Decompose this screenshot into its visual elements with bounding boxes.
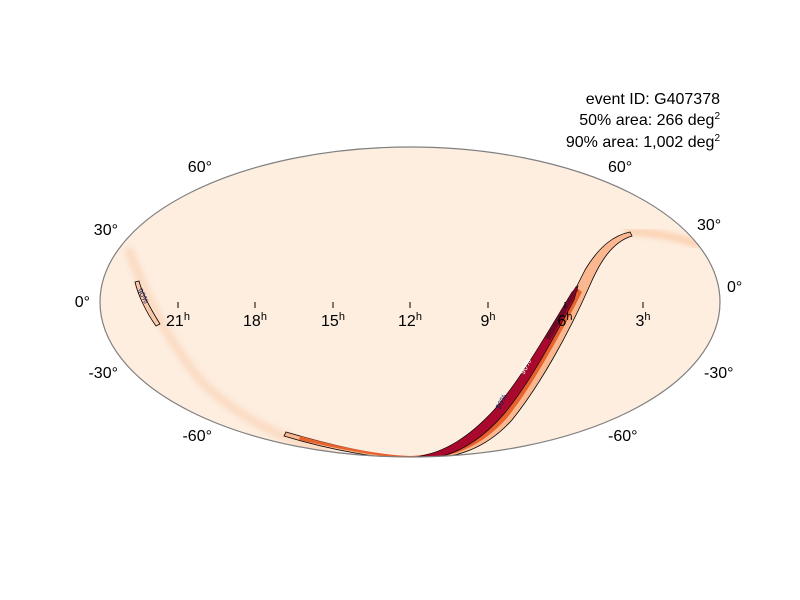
dec-label-0-right: 0° bbox=[727, 279, 742, 296]
dec-label-m60-left: -60° bbox=[182, 428, 212, 445]
ra-label-12h: 12h bbox=[398, 311, 422, 330]
dec-label-0-left: 0° bbox=[75, 294, 90, 311]
ra-label-15h: 15h bbox=[321, 311, 345, 330]
ra-ticks bbox=[177, 302, 644, 308]
left-lobe-region bbox=[134, 280, 161, 327]
dec-label-30-right: 30° bbox=[697, 217, 721, 234]
area-50-text: 50% area: 266 deg2 bbox=[579, 111, 720, 129]
dec-label-60-right: 60° bbox=[608, 159, 632, 176]
dec-label-60-left: 60° bbox=[188, 159, 212, 176]
main-arc-peak bbox=[545, 286, 578, 340]
dec-label-30-left: 30° bbox=[94, 222, 118, 239]
dec-label-m30-right: -30° bbox=[704, 365, 734, 382]
diffuse-probability-top-right bbox=[624, 228, 702, 249]
event-id-text: event ID: G407378 bbox=[585, 91, 720, 108]
ra-label-18h: 18h bbox=[243, 311, 267, 330]
dec-label-m60-right: -60° bbox=[608, 428, 638, 445]
dec-label-m30-left: -30° bbox=[88, 365, 118, 382]
ra-label-3h: 3h bbox=[635, 311, 650, 330]
ra-label-21h: 21h bbox=[166, 311, 190, 330]
area-90-text: 90% area: 1,002 deg2 bbox=[565, 133, 720, 151]
map-outline bbox=[99, 146, 721, 458]
ra-label-9h: 9h bbox=[480, 311, 495, 330]
ra-label-6h: 6h bbox=[557, 311, 572, 330]
